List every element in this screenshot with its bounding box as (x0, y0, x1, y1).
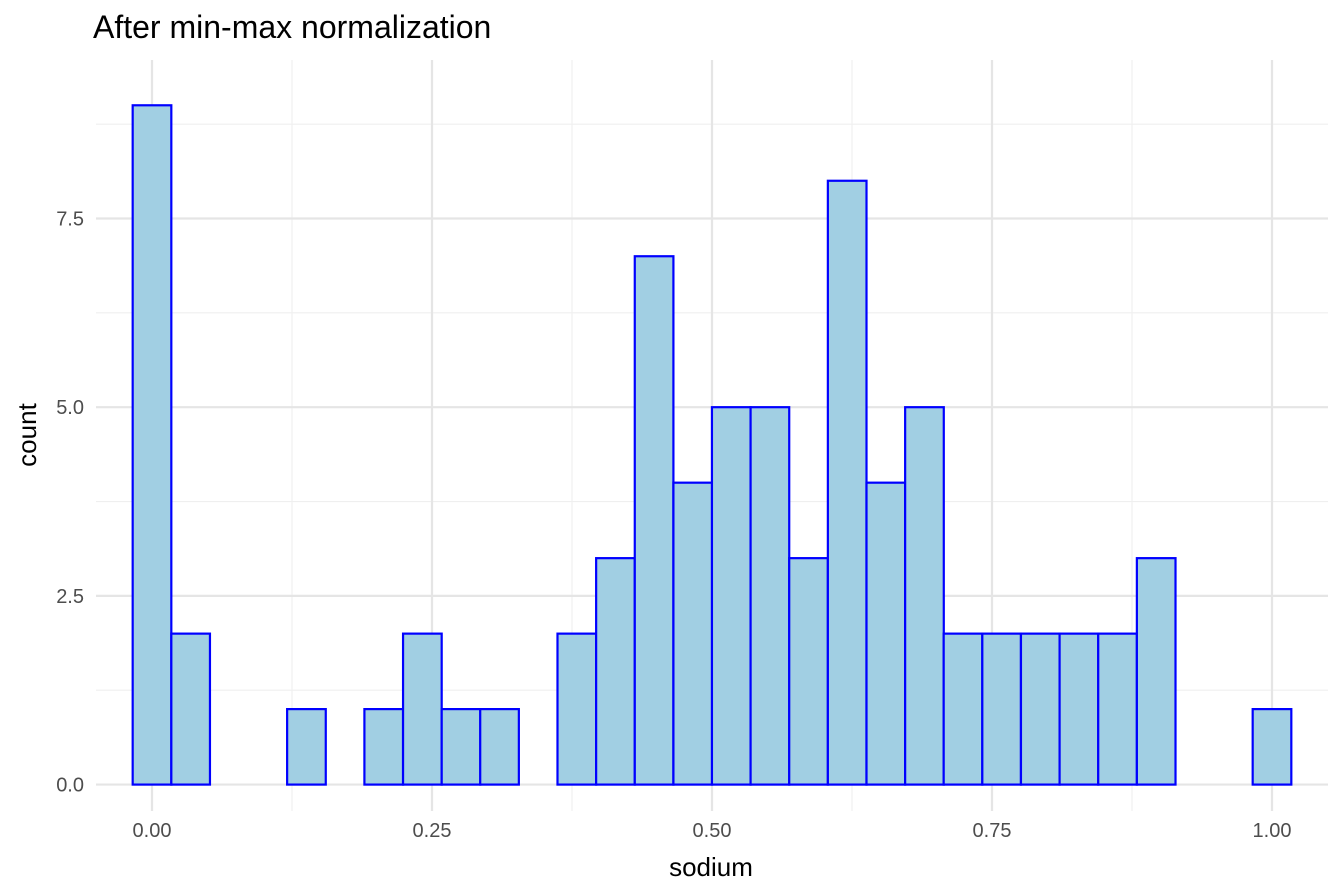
histogram-bar (904, 406, 945, 786)
histogram-bar (595, 557, 636, 786)
histogram-bar (942, 632, 984, 786)
y-tick-label: 0.0 (56, 775, 84, 797)
x-tick-label: 0.75 (973, 820, 1012, 842)
histogram-bar (633, 255, 675, 786)
histogram-bar (556, 632, 598, 786)
y-tick-label: 5.0 (56, 397, 84, 419)
axis-tick-labels: 0.00 0.25 0.50 0.75 1.00 0.0 2.5 5.0 7.5 (56, 209, 1291, 842)
histogram-bar (131, 104, 173, 786)
histogram-bar (981, 632, 1023, 786)
histogram-bar (401, 632, 443, 786)
x-tick-label: 0.25 (413, 820, 452, 842)
histogram-bar (788, 557, 829, 786)
histogram-bar (1058, 632, 1100, 786)
histogram-bar (710, 406, 752, 786)
histogram-bar (672, 481, 714, 786)
histogram-bar (749, 406, 791, 786)
histogram-bar (363, 708, 405, 786)
y-tick-label: 2.5 (56, 586, 84, 608)
histogram-bar (1097, 632, 1138, 786)
y-tick-label: 7.5 (56, 209, 84, 231)
histogram-bar (479, 708, 520, 786)
histogram-bars (131, 104, 1293, 786)
x-tick-label: 1.00 (1253, 820, 1292, 842)
histogram-bar (286, 708, 327, 786)
chart-title: After min-max normalization (93, 9, 491, 45)
histogram-bar (826, 179, 868, 786)
histogram-bar (1019, 632, 1061, 786)
histogram-bar (170, 632, 212, 786)
histogram-bar (1251, 708, 1293, 786)
x-axis-title: sodium (669, 852, 753, 882)
y-axis-title: count (12, 402, 42, 466)
histogram-bar (1135, 557, 1177, 786)
histogram-bar (865, 481, 907, 786)
x-tick-label: 0.00 (133, 820, 172, 842)
histogram-bar (440, 708, 482, 786)
x-tick-label: 0.50 (693, 820, 732, 842)
